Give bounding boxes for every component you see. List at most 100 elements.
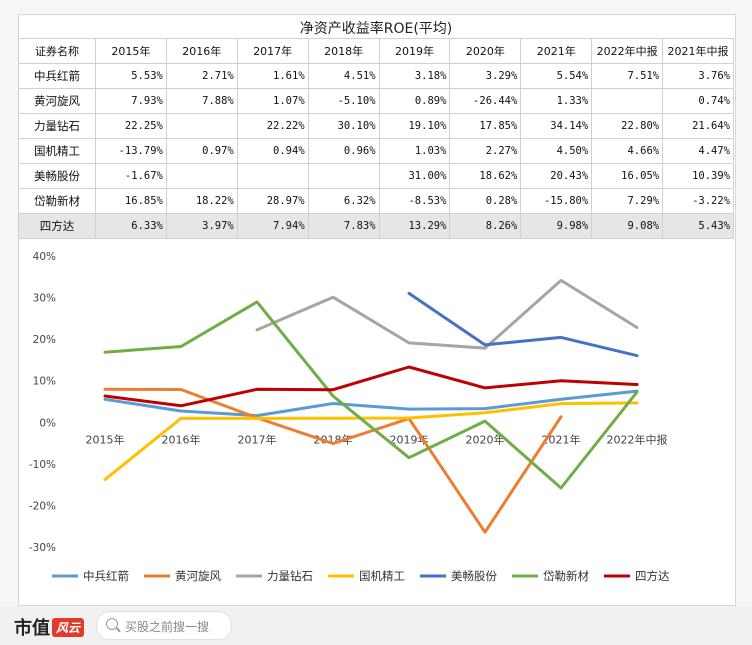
roe-table: 证券名称 2015年 2016年 2017年 2018年 2019年 2020年 2021年 2… bbox=[18, 38, 734, 239]
table-cell-value: 5.43% bbox=[662, 213, 734, 239]
series-lines bbox=[103, 278, 639, 534]
series-line bbox=[103, 300, 639, 490]
table-cell-value: 7.94% bbox=[236, 213, 309, 239]
footer-bar: 市值 风云 买股之前搜一搜 bbox=[0, 606, 752, 645]
table-cell-value: 17.85% bbox=[449, 113, 522, 139]
search-icon bbox=[106, 618, 118, 630]
table-cell-value: -3.22% bbox=[662, 188, 734, 214]
legend-label: 力量钻石 bbox=[267, 569, 313, 583]
series-line bbox=[103, 389, 639, 418]
table-row: 国机精工 -13.79% 0.97% 0.94% 0.96% 1.03% 2.27% 4.50… bbox=[18, 138, 734, 164]
table-cell-value: 4.66% bbox=[591, 138, 664, 164]
brand-seal: 风云 bbox=[52, 618, 85, 637]
table-cell-value: 7.29% bbox=[591, 188, 664, 214]
x-tick-label: 2018年 bbox=[314, 432, 353, 446]
search-input[interactable]: 买股之前搜一搜 bbox=[125, 620, 210, 634]
table-cell-name: 四方达 bbox=[18, 213, 96, 239]
table-cell-value: 8.26% bbox=[449, 213, 522, 239]
table-cell-value: 4.50% bbox=[520, 138, 593, 164]
table-cell-value: 4.51% bbox=[307, 63, 380, 89]
table-cell-value: -13.79% bbox=[94, 138, 167, 164]
table-cell-value: 6.33% bbox=[94, 213, 167, 239]
search-box[interactable]: 买股之前搜一搜 bbox=[96, 611, 232, 640]
legend: 中兵红箭 黄河旋风 力量钻石 国机精工 美畅股份 岱勒新材 四方达 bbox=[52, 569, 670, 583]
table-cell-value: 0.89% bbox=[378, 88, 451, 114]
series-line bbox=[103, 387, 563, 534]
table-row: 四方达 6.33% 3.97% 7.94% 7.83% 13.29% 8.26% 9.98% 9… bbox=[18, 213, 734, 239]
y-tick-label: -10% bbox=[29, 459, 56, 471]
table-cell-value: -15.80% bbox=[520, 188, 593, 214]
table-cell-value: 7.83% bbox=[307, 213, 380, 239]
table-cell-value: 0.28% bbox=[449, 188, 522, 214]
table-cell-value: -26.44% bbox=[449, 88, 522, 114]
series-line bbox=[255, 278, 639, 350]
table-header-cell: 2021年中报 bbox=[662, 38, 734, 64]
table-cell-value: 5.53% bbox=[94, 63, 167, 89]
table-cell-value: 1.33% bbox=[520, 88, 593, 114]
table-cell-value: 3.29% bbox=[449, 63, 522, 89]
y-tick-label: 30% bbox=[33, 293, 56, 305]
page-title: 净资产收益率ROE(平均) bbox=[299, 21, 453, 37]
y-tick-label: 20% bbox=[33, 334, 56, 346]
legend-label: 美畅股份 bbox=[451, 569, 497, 583]
table-header-cell: 2017年 bbox=[236, 38, 309, 64]
y-axis: 40% 30% 20% 10% 0% -10% -20% -30% bbox=[29, 251, 56, 554]
table-cell-value: 31.00% bbox=[378, 163, 451, 189]
brand-logo[interactable]: 市值 风云 bbox=[14, 614, 85, 640]
table-header-cell: 证券名称 bbox=[18, 38, 96, 64]
table-cell-value: 13.29% bbox=[378, 213, 451, 239]
x-axis: 2015年 2016年 2017年 2018年 2019年 2020年 2021年 2022年… bbox=[86, 432, 668, 446]
table-cell-value: 19.10% bbox=[378, 113, 451, 139]
table-cell-name: 国机精工 bbox=[18, 138, 96, 164]
table-cell-value: 4.47% bbox=[662, 138, 734, 164]
table-cell-name: 黄河旋风 bbox=[18, 88, 96, 114]
table-row: 岱勒新材 16.85% 18.22% 28.97% 6.32% -8.53% 0.28% -1… bbox=[18, 188, 734, 214]
table-cell-value: -8.53% bbox=[378, 188, 451, 214]
y-tick-label: 0% bbox=[39, 417, 56, 429]
table-cell-value: 9.08% bbox=[591, 213, 664, 239]
table-cell-value: 1.03% bbox=[378, 138, 451, 164]
series-line bbox=[407, 291, 639, 358]
table-cell-name: 力量钻石 bbox=[18, 113, 96, 139]
y-tick-label: -30% bbox=[29, 542, 56, 554]
table-cell-value: 0.97% bbox=[165, 138, 238, 164]
table-cell-value: 7.51% bbox=[591, 63, 664, 89]
table-header-cell: 2018年 bbox=[307, 38, 380, 64]
table-row: 力量钻石 22.25% 22.22% 30.10% 19.10% 17.85% 34.14%… bbox=[18, 113, 734, 139]
y-tick-label: 10% bbox=[33, 376, 56, 388]
table-cell-value: 22.25% bbox=[94, 113, 167, 139]
table-cell-value: 7.93% bbox=[94, 88, 167, 114]
x-tick-label: 2022年中报 bbox=[607, 432, 668, 446]
table-cell-value: 30.10% bbox=[307, 113, 380, 139]
series-line bbox=[103, 365, 639, 408]
table-cell-value: 9.98% bbox=[520, 213, 593, 239]
table-header-row: 证券名称 2015年 2016年 2017年 2018年 2019年 2020年 2021年 2… bbox=[18, 38, 734, 64]
table-cell-value: 6.32% bbox=[307, 188, 380, 214]
legend-label: 四方达 bbox=[635, 569, 670, 583]
x-tick-label: 2017年 bbox=[238, 432, 277, 446]
table-cell-value: 3.97% bbox=[165, 213, 238, 239]
legend-label: 岱勒新材 bbox=[543, 569, 589, 583]
table-cell-value: 3.18% bbox=[378, 63, 451, 89]
y-tick-label: 40% bbox=[33, 251, 56, 263]
brand-name: 市值 bbox=[14, 618, 50, 639]
x-tick-label: 2015年 bbox=[86, 432, 125, 446]
x-tick-label: 2016年 bbox=[162, 432, 201, 446]
table-cell-name: 美畅股份 bbox=[18, 163, 96, 189]
table-cell-value: 16.05% bbox=[591, 163, 664, 189]
table-header-cell: 2021年 bbox=[520, 38, 593, 64]
x-tick-label: 2021年 bbox=[542, 432, 581, 446]
x-tick-label: 2020年 bbox=[466, 432, 505, 446]
table-header-cell: 2022年中报 bbox=[591, 38, 664, 64]
roe-line-chart: 40% 30% 20% 10% 0% -10% -20% -30% 2015年 2016年 201… bbox=[29, 251, 670, 583]
y-tick-label: -20% bbox=[29, 500, 56, 512]
table-cell-value: 10.39% bbox=[662, 163, 734, 189]
table-cell-value: 3.76% bbox=[662, 63, 734, 89]
legend-label: 国机精工 bbox=[359, 569, 405, 583]
table-cell-name: 中兵红箭 bbox=[18, 63, 96, 89]
table-cell-value bbox=[165, 113, 238, 139]
table-header-cell: 2015年 bbox=[94, 38, 167, 64]
table-row: 中兵红箭 5.53% 2.71% 1.61% 4.51% 3.18% 3.29% 5.54% 7… bbox=[18, 63, 734, 89]
table-header-cell: 2019年 bbox=[378, 38, 451, 64]
table-cell-value: 0.96% bbox=[307, 138, 380, 164]
